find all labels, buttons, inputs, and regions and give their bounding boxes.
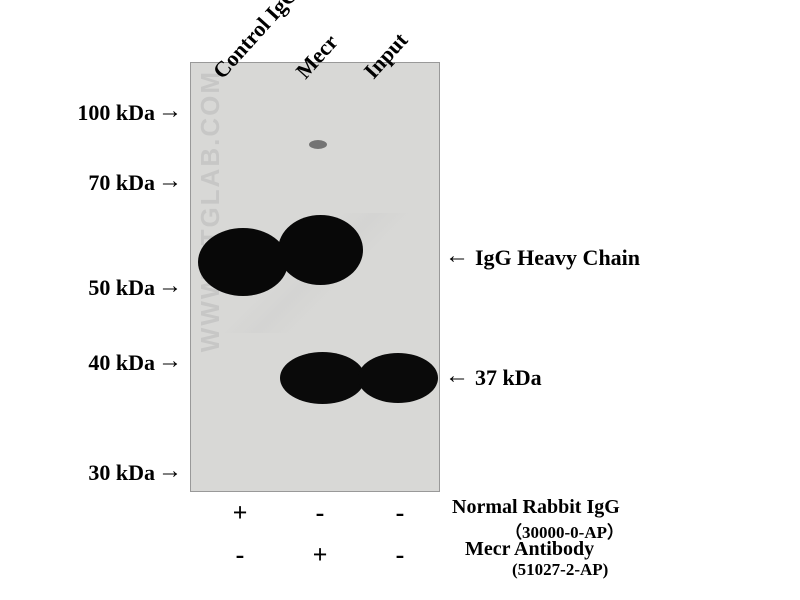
mw-label-100: 100 kDa bbox=[45, 100, 155, 126]
band-label-heavychain: IgG Heavy Chain bbox=[475, 245, 640, 271]
band-mecr-37kda bbox=[280, 352, 365, 404]
mw-label-40: 40 kDa bbox=[45, 350, 155, 376]
band-mecr-heavychain bbox=[278, 215, 363, 285]
bottom-sublabel-mecr-antibody: (51027-2-AP) bbox=[512, 560, 608, 580]
band-arrow-icon: ← bbox=[445, 363, 469, 390]
sign-row1-lane3: - bbox=[370, 498, 430, 528]
band-label-37kda: 37 kDa bbox=[475, 365, 542, 391]
bottom-label-mecr-antibody: Mecr Antibody bbox=[465, 538, 594, 561]
mw-arrow-icon: → bbox=[158, 98, 182, 125]
band-control-heavychain bbox=[198, 228, 288, 296]
mw-label-30: 30 kDa bbox=[45, 460, 155, 486]
sign-row2-lane1: - bbox=[210, 540, 270, 570]
mw-arrow-icon: → bbox=[158, 273, 182, 300]
mw-label-70: 70 kDa bbox=[45, 170, 155, 196]
bottom-label-normal-igg: Normal Rabbit IgG bbox=[452, 496, 620, 519]
band-input-37kda bbox=[358, 353, 438, 403]
mw-arrow-icon: → bbox=[158, 168, 182, 195]
mw-label-50: 50 kDa bbox=[45, 275, 155, 301]
sign-row2-lane2: + bbox=[290, 540, 350, 570]
sign-row1-lane1: + bbox=[210, 498, 270, 528]
mw-arrow-icon: → bbox=[158, 348, 182, 375]
figure-container: WWW.PTGLAB.COM Control IgG Mecr Input 10… bbox=[0, 0, 800, 600]
sign-row2-lane3: - bbox=[370, 540, 430, 570]
band-faint-mecr bbox=[309, 140, 327, 149]
band-arrow-icon: ← bbox=[445, 243, 469, 270]
sign-row1-lane2: - bbox=[290, 498, 350, 528]
mw-arrow-icon: → bbox=[158, 458, 182, 485]
